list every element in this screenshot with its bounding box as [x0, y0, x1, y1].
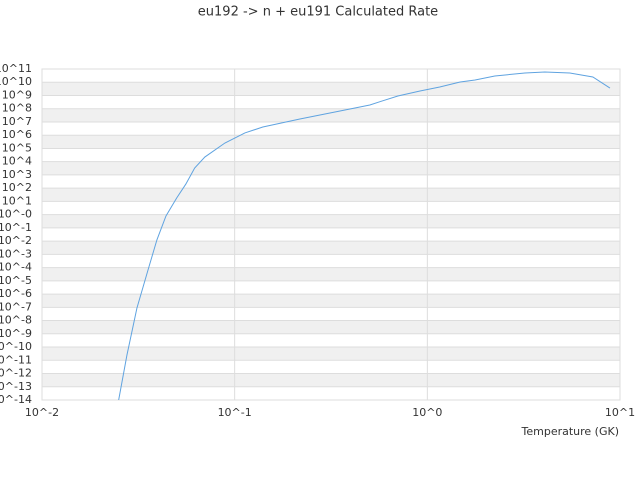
grid-band	[42, 214, 620, 228]
x-tick-label: 10^0	[412, 406, 442, 419]
x-tick-label: 10^1	[605, 406, 635, 419]
y-tick-label: 10^3	[2, 168, 32, 181]
plot-frame	[41, 68, 621, 401]
y-tick-label: 10^7	[2, 115, 32, 128]
y-tick-label: 10^6	[2, 128, 32, 141]
y-tick-label: 10^11	[0, 62, 32, 75]
data-line	[118, 71, 611, 400]
grid-band	[42, 320, 620, 334]
y-tick-label: 10^-4	[0, 261, 32, 274]
y-tick-label: 10^-0	[0, 208, 32, 221]
y-tick-label: 10^-8	[0, 314, 32, 327]
y-tick-label: 10^-3	[0, 247, 32, 260]
plot-area	[118, 71, 611, 400]
y-tick-label: 10^8	[2, 102, 32, 115]
y-tick-label: 10^-11	[0, 353, 32, 366]
y-tick-label: 10^1	[2, 194, 32, 207]
y-tick-label: 10^-1	[0, 221, 32, 234]
y-tick-label: 10^9	[2, 88, 32, 101]
y-tick-label: 10^5	[2, 141, 32, 154]
grid-band	[42, 108, 620, 122]
chart-title: eu192 -> n + eu191 Calculated Rate	[198, 5, 438, 20]
grid-band	[42, 347, 620, 361]
y-tick-label: 10^-13	[0, 380, 32, 393]
grid-band	[42, 373, 620, 387]
y-tick-label: 10^-10	[0, 340, 32, 353]
y-tick-label: 10^-5	[0, 274, 32, 287]
y-tick-label: 10^-12	[0, 367, 32, 380]
grid-band	[42, 82, 620, 96]
y-tick-label: 10^-9	[0, 327, 32, 340]
x-tick-label: 10^-1	[218, 406, 252, 419]
grid-band	[42, 241, 620, 255]
y-tick-label: 10^4	[2, 155, 32, 168]
grid-band	[42, 294, 620, 308]
y-tick-label: 10^-14	[0, 393, 32, 406]
x-tick-label: 10^-2	[25, 406, 59, 419]
y-tick-label: 10^-6	[0, 287, 32, 300]
grid-band	[42, 188, 620, 202]
grid-band	[42, 161, 620, 175]
grid-band	[42, 267, 620, 281]
x-axis-label: Temperature (GK)	[521, 425, 620, 438]
grid-band	[42, 135, 620, 149]
y-tick-label: 10^2	[2, 181, 32, 194]
y-tick-label: 10^-7	[0, 300, 32, 313]
y-tick-label: 10^10	[0, 75, 32, 88]
y-tick-label: 10^-2	[0, 234, 32, 247]
